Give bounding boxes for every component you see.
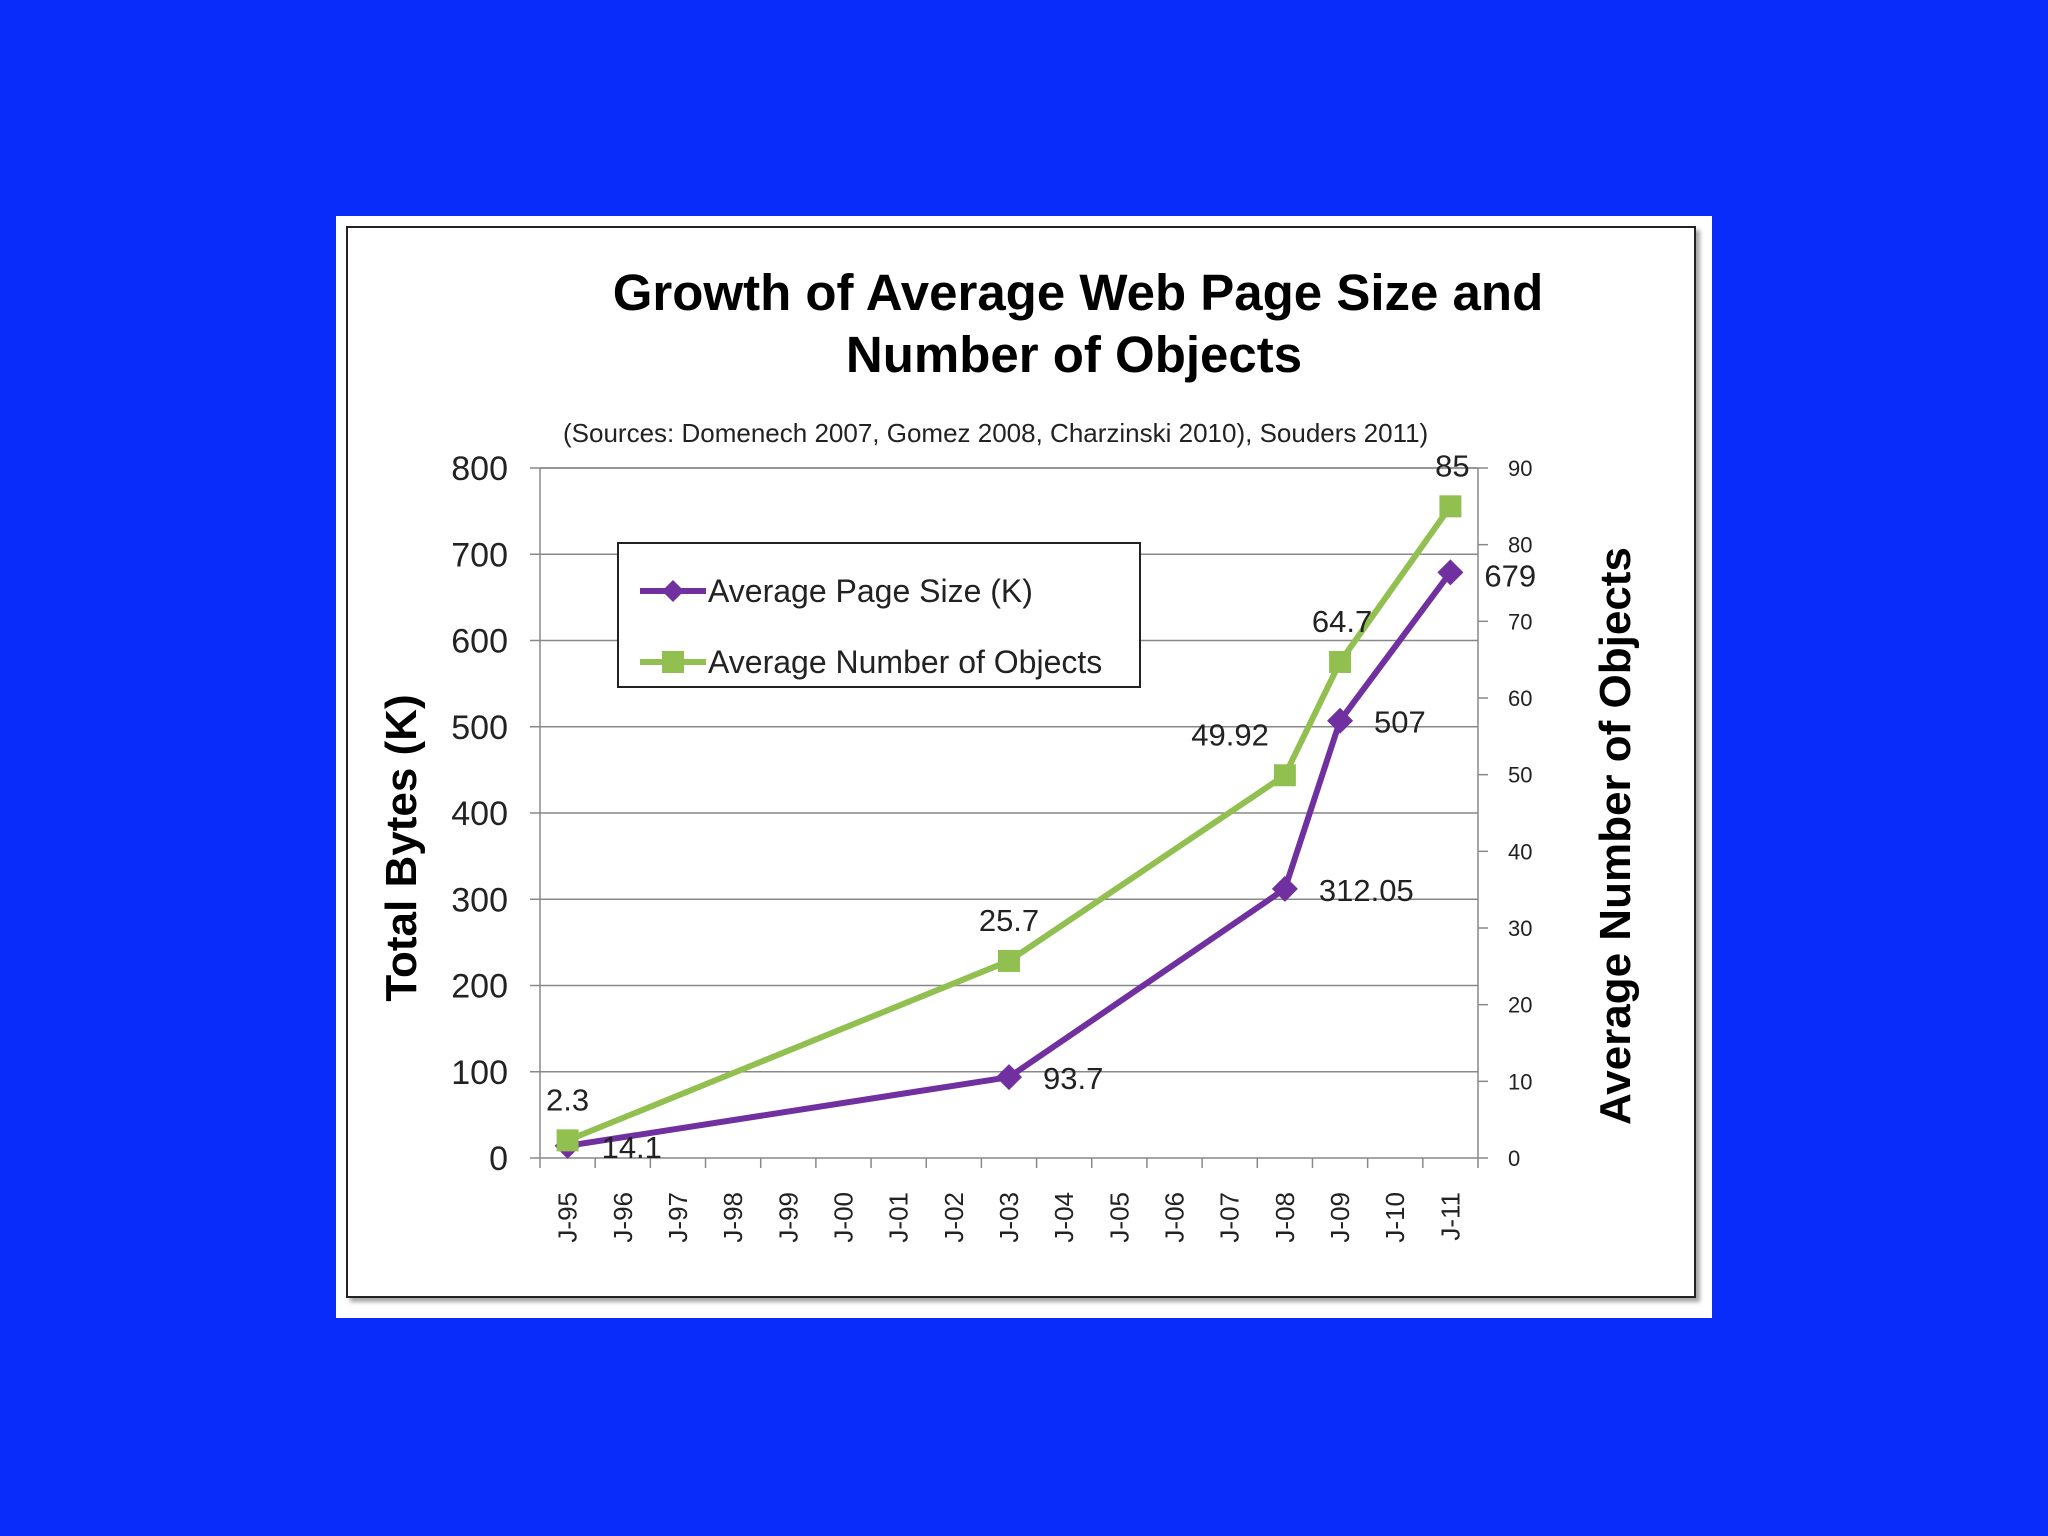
y-axis-title: Total Bytes (K) [377, 694, 426, 1001]
y-tick-label: 700 [451, 536, 508, 574]
y-tick-label: 300 [451, 881, 508, 919]
data-label: 25.7 [979, 903, 1039, 938]
data-label: 507 [1374, 705, 1426, 740]
x-tick-label: J-09 [1325, 1192, 1355, 1243]
legend-label-objects: Average Number of Objects [708, 644, 1102, 680]
data-label: 312.05 [1319, 873, 1414, 908]
y2-tick-label: 0 [1508, 1146, 1520, 1171]
series-layer [554, 495, 1464, 1159]
y-tick-label: 200 [451, 968, 508, 1006]
chart-title-line2: Number of Objects [846, 326, 1302, 383]
y2-tick-label: 30 [1508, 916, 1532, 941]
y2-axis-title: Average Number of Objects [1591, 547, 1640, 1125]
legend-label-page-size: Average Page Size (K) [708, 573, 1033, 609]
x-tick-label: J-04 [1049, 1192, 1079, 1243]
data-point-square [1329, 650, 1352, 673]
x-tick-label: J-02 [939, 1192, 969, 1243]
data-point-diamond [1437, 559, 1464, 586]
data-label: 64.7 [1312, 604, 1372, 639]
x-tick-label: J-06 [1160, 1192, 1190, 1243]
y2-tick-label: 20 [1508, 993, 1532, 1018]
x-tick-label: J-98 [718, 1192, 748, 1243]
x-tick-label: J-03 [994, 1192, 1024, 1243]
data-point-square [556, 1129, 579, 1152]
legend: Average Page Size (K) Average Number of … [617, 542, 1141, 688]
y2-tick-label: 90 [1508, 456, 1532, 481]
chart-svg: Growth of Average Web Page Size and Numb… [377, 264, 1640, 1243]
data-label: 2.3 [546, 1082, 589, 1117]
data-labels: 14.1 93.7 312.05 507 679 2.3 25.7 49.92 64.7 85 [546, 448, 1536, 1165]
legend-square-marker [662, 651, 684, 673]
x-tick-label: J-05 [1104, 1192, 1134, 1243]
chart-card: Growth of Average Web Page Size and Numb… [336, 216, 1712, 1318]
data-point-square [998, 949, 1020, 972]
y2-tick-label: 50 [1508, 763, 1532, 788]
data-point-square [1439, 495, 1462, 518]
data-point-diamond [1271, 875, 1298, 902]
y-tick-label: 800 [451, 450, 508, 488]
y-tick-label: 100 [451, 1054, 508, 1092]
y2-tick-label: 80 [1508, 533, 1532, 558]
y2-tick-label: 10 [1508, 1069, 1532, 1094]
y2-tick-label: 40 [1508, 839, 1532, 864]
data-label: 85 [1435, 448, 1469, 483]
y-tick-label: 600 [451, 623, 508, 661]
chart-title-line1: Growth of Average Web Page Size and [613, 264, 1543, 321]
x-tick-label: J-00 [828, 1192, 858, 1243]
x-tick-label: J-99 [773, 1192, 803, 1243]
data-label: 14.1 [602, 1130, 662, 1165]
x-tick-label: J-95 [553, 1192, 583, 1243]
y-tick-label: 0 [489, 1140, 508, 1178]
data-label: 49.92 [1191, 717, 1269, 752]
x-tick-label: J-10 [1380, 1192, 1410, 1243]
chart-frame: Growth of Average Web Page Size and Numb… [346, 226, 1696, 1298]
axes: 0 100 200 300 400 500 600 700 800 0 10 20 30 40 50 60 70… [451, 450, 1532, 1243]
data-point-diamond [1327, 707, 1354, 734]
y2-tick-label: 70 [1508, 609, 1532, 634]
x-tick-label: J-08 [1270, 1192, 1300, 1243]
legend-diamond-marker [662, 580, 684, 602]
data-label: 93.7 [1043, 1061, 1103, 1096]
x-tick-label: J-97 [663, 1192, 693, 1243]
x-tick-label: J-07 [1215, 1192, 1245, 1243]
x-tick-label: J-96 [608, 1192, 638, 1243]
data-point-diamond [996, 1064, 1022, 1091]
data-label: 679 [1484, 558, 1536, 593]
y-tick-label: 400 [451, 795, 508, 833]
x-tick-label: J-01 [884, 1192, 914, 1243]
x-tick-label: J-11 [1435, 1192, 1465, 1241]
data-point-square [1273, 764, 1296, 787]
chart-subtitle: (Sources: Domenech 2007, Gomez 2008, Cha… [563, 418, 1428, 448]
y-tick-label: 500 [451, 709, 508, 747]
y2-tick-label: 60 [1508, 686, 1532, 711]
